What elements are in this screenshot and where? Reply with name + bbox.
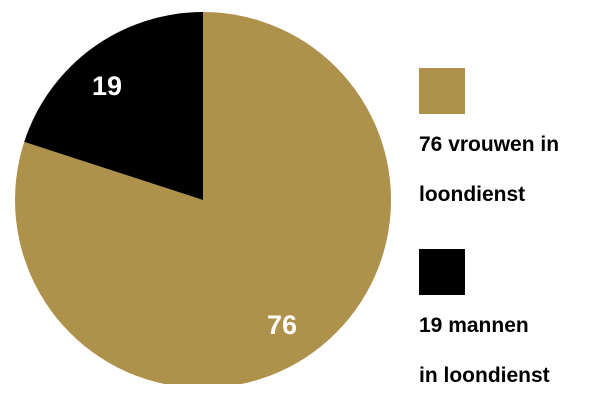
- pie-value-label-mannen: 19: [92, 71, 122, 101]
- legend-swatch-mannen: [419, 249, 465, 295]
- pie-value-labels: 76 19: [92, 71, 297, 340]
- legend-item-mannen: 19 mannen in loondienst: [419, 249, 599, 401]
- legend-swatch-vrouwen: [419, 68, 465, 114]
- legend-label-vrouwen-line-1: 76 vrouwen in: [419, 133, 560, 156]
- pie-slices: [15, 12, 391, 384]
- pie-value-label-vrouwen: 76: [267, 310, 297, 340]
- legend-label-vrouwen-line-2: loondienst: [419, 183, 526, 206]
- pie-slice-vrouwen: [15, 12, 391, 384]
- pie-chart: 76 19: [15, 12, 391, 384]
- pie-slice-mannen: [24, 12, 204, 200]
- legend-label-mannen-line-2: in loondienst: [419, 364, 550, 387]
- legend-label-mannen-line-1: 19 mannen: [419, 314, 529, 337]
- legend-item-vrouwen: 76 vrouwen in loondienst: [419, 68, 599, 220]
